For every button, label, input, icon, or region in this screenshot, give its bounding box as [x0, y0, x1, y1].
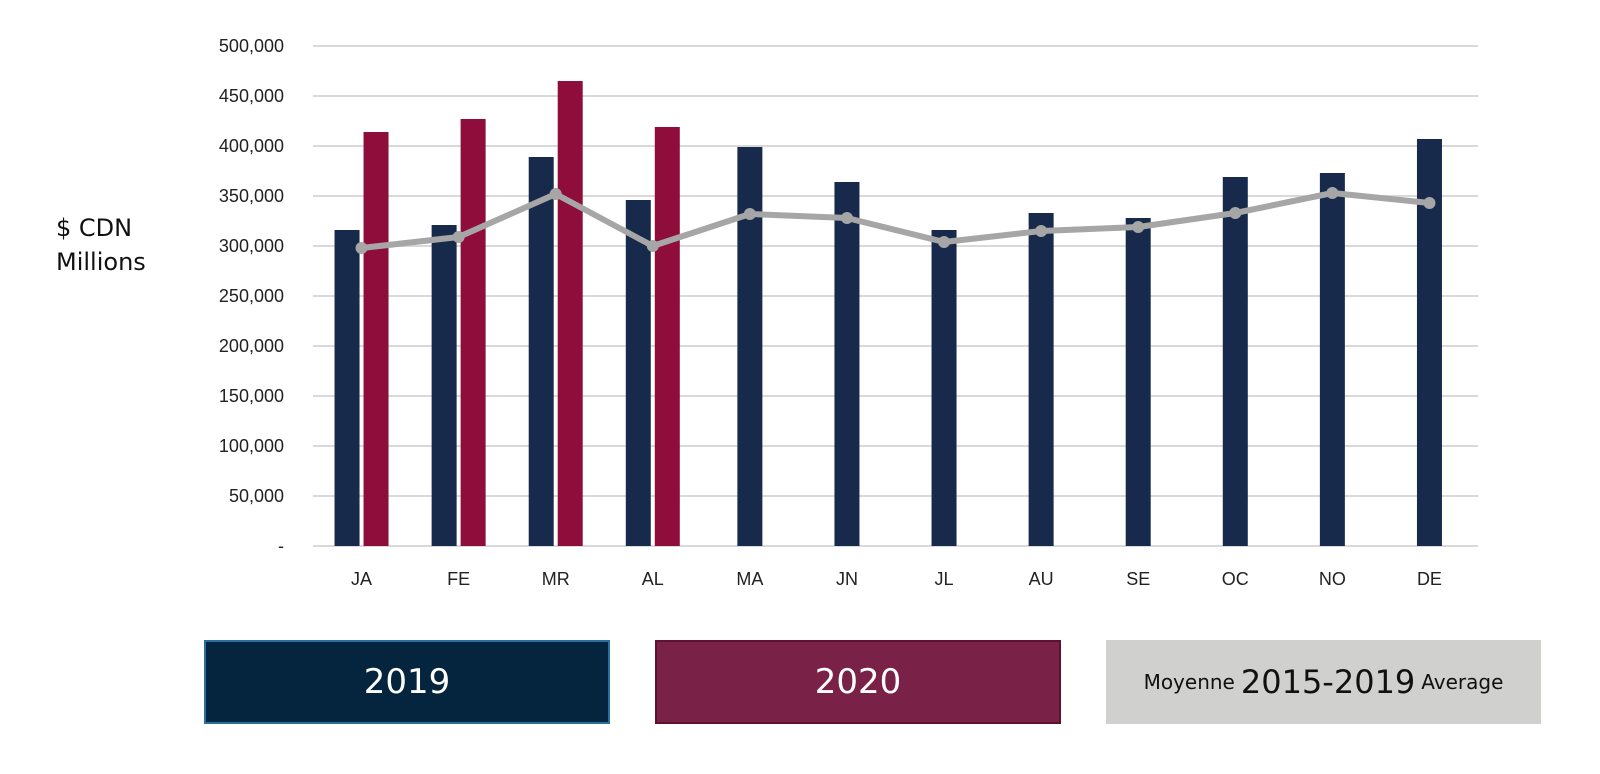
x-tick-label: SE [1126, 569, 1150, 589]
x-tick-label: JL [935, 569, 954, 589]
bar-2019-MA [737, 147, 763, 546]
bar-2019-FE [431, 225, 457, 546]
x-tick-label: NO [1319, 569, 1346, 589]
gridlines [313, 45, 1478, 547]
average-point-MA [743, 208, 756, 220]
y-axis-title-line2: Millions [56, 248, 146, 276]
bar-2019-NO [1319, 173, 1345, 546]
average-point-AL [646, 240, 659, 252]
average-point-JA [355, 242, 368, 254]
y-tick-label: 150,000 [219, 386, 284, 406]
average-point-FE [452, 231, 465, 243]
y-tick-label: 50,000 [229, 486, 284, 506]
bar-2020-FE [460, 119, 486, 546]
x-tick-label: JA [351, 569, 372, 589]
x-axis-ticks: JA FE MR AL MA JN JL AU SE OC NO DE [351, 569, 1442, 589]
x-tick-label: JN [836, 569, 858, 589]
average-point-AU [1035, 225, 1048, 237]
y-tick-label: 350,000 [219, 186, 284, 206]
bar-2019-JL [931, 230, 957, 546]
legend-2019-label: 2019 [363, 662, 451, 702]
bar-2019-AL [625, 200, 651, 546]
chart: - 50,000 100,000 150,000 200,000 250,000 300,0… [56, 36, 1478, 589]
legend-2020: 2020 [655, 640, 1061, 724]
y-axis-title-line1: $ CDN [56, 214, 132, 242]
x-tick-label: OC [1222, 569, 1249, 589]
bars [334, 81, 1442, 546]
y-tick-label: 400,000 [219, 136, 284, 156]
bar-2020-AL [654, 127, 680, 546]
y-tick-label: 300,000 [219, 236, 284, 256]
legend-2019: 2019 [204, 640, 610, 724]
bar-2020-JA [363, 132, 389, 546]
average-point-SE [1132, 221, 1145, 233]
bar-2019-OC [1222, 177, 1248, 546]
bar-2019-JA [334, 230, 360, 546]
y-tick-label: - [278, 536, 284, 556]
y-tick-label: 450,000 [219, 86, 284, 106]
legend-average-years: 2015-2019 [1240, 663, 1416, 701]
average-line-group [355, 187, 1436, 254]
bar-2019-JN [834, 182, 860, 546]
average-point-NO [1326, 187, 1339, 199]
legend-average-suffix: Average [1421, 670, 1504, 694]
bar-2020-MR [557, 81, 583, 546]
y-tick-label: 500,000 [219, 36, 284, 56]
legend-2020-label: 2020 [814, 662, 902, 702]
y-axis-ticks: - 50,000 100,000 150,000 200,000 250,000 300,0… [219, 36, 284, 556]
bar-2019-SE [1125, 218, 1151, 546]
x-tick-label: MA [736, 569, 763, 589]
average-point-MR [549, 188, 562, 200]
bar-2019-MR [528, 157, 554, 546]
x-tick-label: MR [542, 569, 570, 589]
average-point-DE [1423, 197, 1436, 209]
y-tick-label: 200,000 [219, 336, 284, 356]
x-tick-label: AL [642, 569, 664, 589]
bar-2019-AU [1028, 213, 1054, 546]
average-point-JL [938, 236, 951, 248]
y-tick-label: 100,000 [219, 436, 284, 456]
legend-average: Moyenne 2015-2019 Average [1106, 640, 1541, 724]
y-tick-label: 250,000 [219, 286, 284, 306]
average-line [361, 190, 1430, 251]
x-tick-label: DE [1417, 569, 1442, 589]
x-tick-label: FE [447, 569, 470, 589]
x-tick-label: AU [1029, 569, 1054, 589]
average-point-JN [840, 212, 853, 224]
average-point-OC [1229, 207, 1242, 219]
legend-average-prefix: Moyenne [1143, 670, 1235, 694]
